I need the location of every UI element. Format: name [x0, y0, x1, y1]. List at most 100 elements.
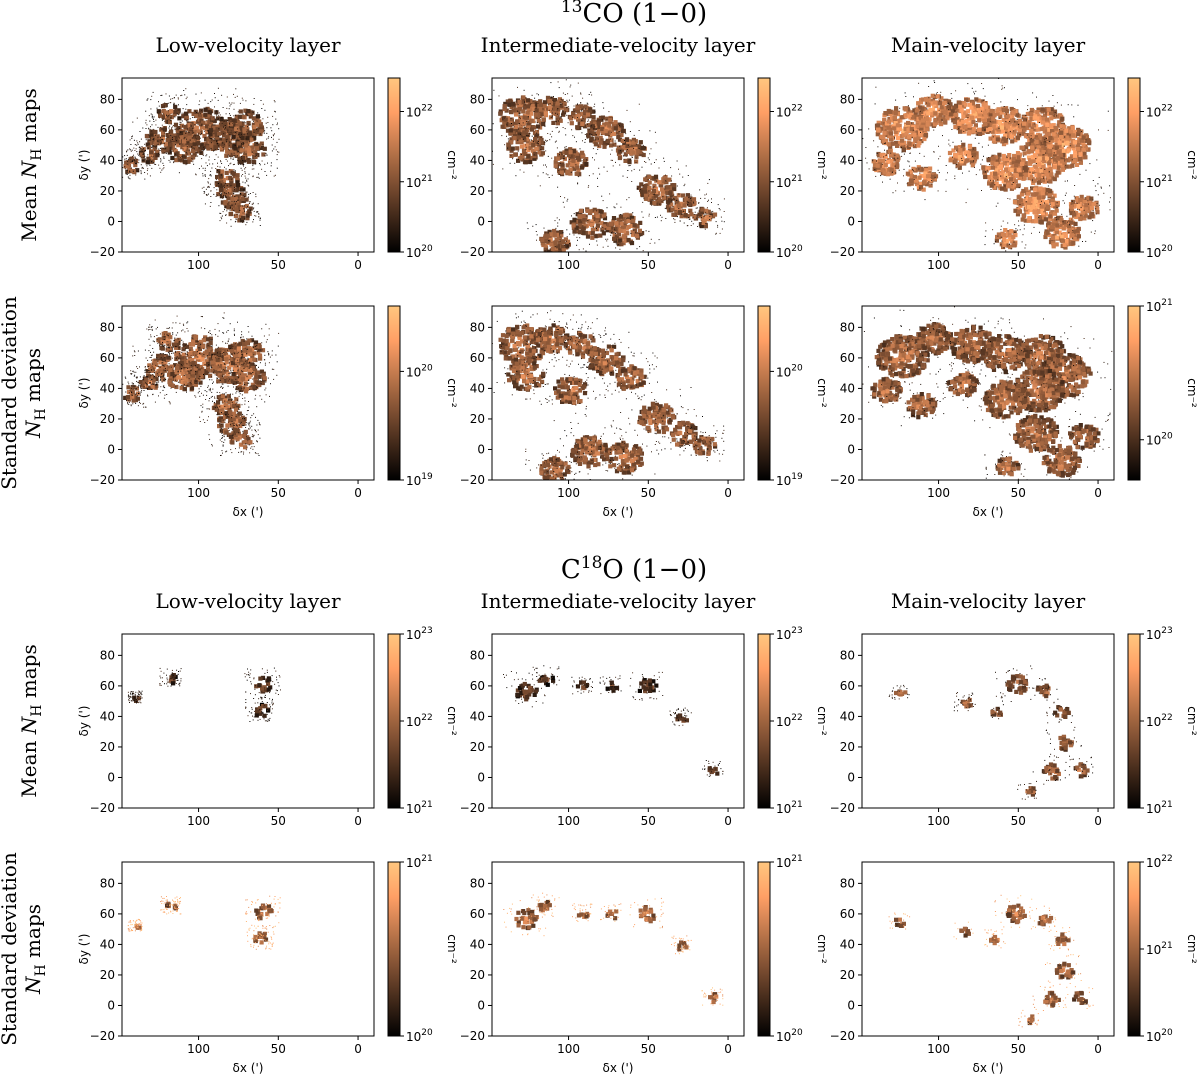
x-axis-label: δx (') [233, 505, 264, 519]
y-tick-label: 80 [840, 320, 855, 334]
panel-s0-r1-c1: 100 50 0 −20 0 20 40 60 80 δx (') 1019 1020 cm⁻² [460, 305, 829, 519]
x-tick-label: 100 [557, 1042, 580, 1056]
emission-map [862, 306, 1113, 480]
y-tick-label: 60 [470, 123, 485, 137]
colorbar-tick-label: 1021 [776, 854, 803, 870]
x-tick-label: 50 [641, 1042, 656, 1056]
x-tick-label: 100 [187, 258, 210, 272]
y-tick-label: 20 [100, 968, 115, 982]
panel-s1-r1-c0: 100 50 0 −20 0 20 40 60 80 δy (') Standard deviati… [0, 852, 459, 1075]
x-tick-label: 100 [557, 258, 580, 272]
y-tick-label: 20 [100, 412, 115, 426]
x-tick-label: 0 [354, 258, 362, 272]
colorbar-label: cm⁻² [1185, 150, 1199, 180]
y-tick-label: 80 [840, 876, 855, 890]
colorbar [387, 305, 401, 481]
colorbar [757, 633, 771, 809]
panel-s0-r0-c0: 100 50 0 −20 0 20 40 60 80 δy (') Mean NH maps 1020… [17, 77, 459, 272]
y-tick-label: 60 [100, 123, 115, 137]
colorbar-tick-label: 1020 [776, 244, 803, 260]
y-tick-label: 40 [840, 153, 855, 167]
panel-s0-r1-c0: 100 50 0 −20 0 20 40 60 80 δy (') Standard deviati… [0, 296, 459, 519]
panel-s0-r0-c2: 100 50 0 −20 0 20 40 60 80 1020 1021 1022 cm⁻² [830, 77, 1199, 272]
y-tick-label: −20 [830, 245, 855, 259]
row-label: Standard deviation [0, 852, 21, 1046]
y-tick-label: 60 [470, 351, 485, 365]
axes-frame [491, 861, 745, 1037]
section-title: C18O (1−0) [561, 553, 707, 585]
y-tick-label: −20 [830, 473, 855, 487]
colorbar-tick-label: 1021 [776, 800, 803, 816]
y-tick-label: 0 [477, 998, 485, 1012]
y-tick-label: 0 [107, 770, 115, 784]
x-tick-label: 50 [271, 258, 286, 272]
colorbar-tick-label: 1020 [776, 1028, 803, 1044]
colorbar-tick-label: 1020 [406, 244, 433, 260]
x-tick-label: 0 [724, 258, 732, 272]
y-tick-label: 0 [477, 214, 485, 228]
y-tick-label: 20 [100, 740, 115, 754]
colorbar-tick-label: 1023 [1146, 626, 1173, 642]
x-tick-label: 50 [641, 814, 656, 828]
y-tick-label: 80 [470, 320, 485, 334]
y-tick-label: 80 [100, 92, 115, 106]
y-tick-label: 20 [840, 184, 855, 198]
y-tick-label: 0 [477, 770, 485, 784]
colorbar-tick-label: 1021 [406, 174, 433, 190]
colorbar-label: cm⁻² [815, 706, 829, 736]
colorbar-tick-label: 1020 [1146, 432, 1173, 448]
y-tick-label: −20 [830, 801, 855, 815]
x-tick-label: 0 [354, 486, 362, 500]
y-tick-label: 0 [847, 214, 855, 228]
colorbar [387, 633, 401, 809]
axes-frame [861, 633, 1115, 809]
axes-frame [121, 77, 375, 253]
panel-s1-r1-c2: 100 50 0 −20 0 20 40 60 80 δx (') 1020 1021 1022 cm⁻² [830, 854, 1199, 1075]
x-tick-label: 100 [557, 814, 580, 828]
x-tick-label: 50 [1011, 486, 1026, 500]
y-tick-label: 40 [100, 381, 115, 395]
colorbar [757, 861, 771, 1037]
emission-map [127, 667, 281, 722]
y-tick-label: 40 [470, 153, 485, 167]
y-tick-label: 40 [100, 937, 115, 951]
x-tick-label: 50 [1011, 814, 1026, 828]
y-tick-label: 40 [470, 937, 485, 951]
colorbar-tick-label: 1022 [1146, 854, 1173, 870]
row-label-line2: NH maps [21, 904, 49, 995]
column-title: Intermediate-velocity layer [481, 33, 756, 57]
colorbar-tick-label: 1022 [1146, 713, 1173, 729]
colorbar-label: cm⁻² [445, 378, 459, 408]
y-tick-label: 60 [840, 907, 855, 921]
y-axis-label: δy (') [77, 706, 91, 737]
x-axis-label: δx (') [973, 1061, 1004, 1075]
axes-frame [861, 77, 1115, 253]
y-tick-label: 80 [840, 648, 855, 662]
colorbar-tick-label: 1020 [1146, 1028, 1173, 1044]
x-tick-label: 100 [927, 258, 950, 272]
y-tick-label: −20 [460, 1029, 485, 1043]
y-tick-label: 80 [470, 876, 485, 890]
colorbar-tick-label: 1021 [406, 854, 433, 870]
y-tick-label: 40 [840, 709, 855, 723]
colorbar-label: cm⁻² [445, 150, 459, 180]
panel-s0-r0-c1: 100 50 0 −20 0 20 40 60 80 1020 1021 1022 cm⁻² [460, 77, 829, 272]
colorbar-label: cm⁻² [815, 378, 829, 408]
colorbar-tick-label: 1021 [1146, 941, 1173, 957]
y-tick-label: 60 [470, 679, 485, 693]
y-tick-label: 40 [840, 937, 855, 951]
y-tick-label: 80 [470, 92, 485, 106]
colorbar-label: cm⁻² [815, 150, 829, 180]
colorbar-tick-label: 1023 [406, 626, 433, 642]
x-tick-label: 0 [724, 486, 732, 500]
colorbar-label: cm⁻² [445, 706, 459, 736]
colorbar [757, 305, 771, 481]
axes-frame [861, 861, 1115, 1037]
panel-s1-r1-c1: 100 50 0 −20 0 20 40 60 80 δx (') 1020 1021 cm⁻² [460, 854, 829, 1075]
y-tick-label: 60 [840, 123, 855, 137]
y-tick-label: −20 [90, 473, 115, 487]
emission-map [888, 665, 1094, 800]
y-axis-label: δy (') [77, 934, 91, 965]
column-title: Main-velocity layer [891, 33, 1086, 57]
y-tick-label: 80 [100, 320, 115, 334]
